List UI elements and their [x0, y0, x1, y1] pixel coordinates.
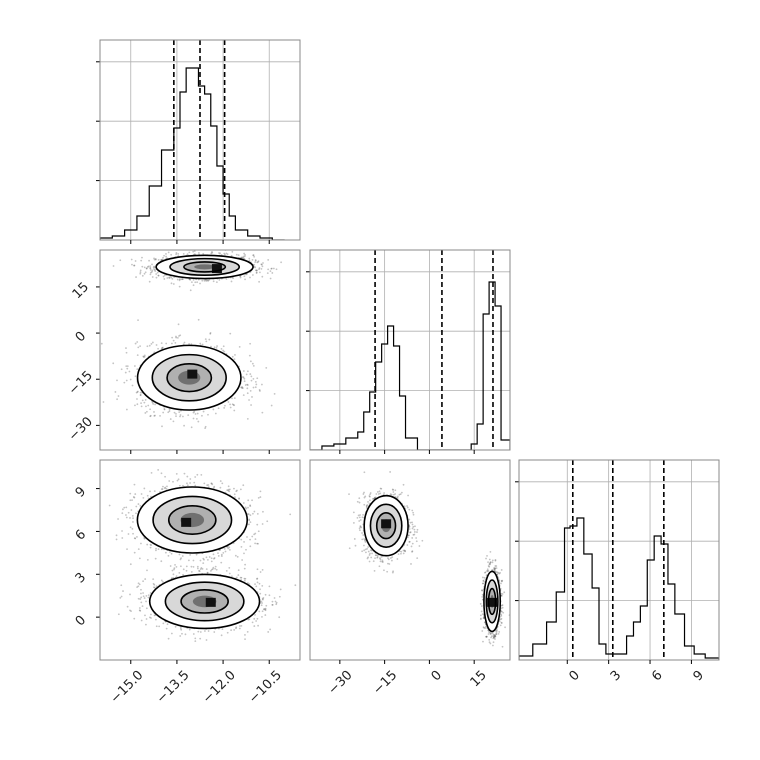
x-tick-label-p1: −15 — [370, 668, 400, 698]
panel-frame — [309, 459, 511, 661]
density-peak — [211, 264, 222, 274]
density-peak — [181, 517, 192, 527]
y-tick-label-p1: −30 — [66, 414, 96, 444]
x-tick-label-p0: −12.0 — [200, 668, 239, 707]
x-tick-label-p0: −10.5 — [246, 668, 285, 707]
panel-frame — [99, 249, 301, 451]
x-tick-label-p2: 0 — [567, 668, 583, 684]
contour-line — [487, 587, 497, 616]
x-tick-label-p1: 15 — [468, 668, 490, 690]
contour-line — [136, 344, 242, 411]
histogram-step — [100, 67, 285, 240]
y-tick-label-p1: 0 — [73, 329, 89, 345]
y-tick-label-p2: 9 — [73, 484, 89, 500]
contour-line — [155, 254, 254, 280]
contour-line — [166, 363, 213, 393]
x-tick-label-p1: 0 — [429, 668, 445, 684]
panel-hist_p0 — [100, 40, 300, 240]
x-tick-label-p1: −30 — [326, 668, 356, 698]
contour-line — [169, 257, 241, 277]
density-peak — [205, 597, 216, 607]
density-peak — [487, 597, 498, 607]
panel-scatter_p0_p2 — [108, 469, 297, 643]
y-tick-label-p2: 0 — [73, 613, 89, 629]
x-tick-label-p0: −13.5 — [154, 668, 193, 707]
panel-scatter_p1_p2 — [348, 471, 510, 648]
histogram-step — [519, 517, 719, 660]
panel-scatter_p0_p1 — [100, 250, 283, 430]
contour-line — [180, 589, 229, 614]
contour-line — [167, 505, 217, 535]
density-level — [194, 264, 215, 270]
panel-hist_p2 — [519, 460, 719, 660]
panel-frame — [99, 459, 301, 661]
contour-line — [136, 486, 249, 554]
contour-line — [485, 579, 499, 624]
y-tick-label-p2: 3 — [73, 570, 89, 586]
y-tick-label-p2: 6 — [73, 527, 89, 543]
contour-line — [183, 261, 227, 273]
panel-frame — [518, 459, 720, 661]
panel-frame — [99, 39, 301, 241]
contour-line — [148, 573, 261, 630]
contour-line — [151, 353, 227, 402]
y-tick-label-p1: 15 — [70, 280, 92, 302]
panel-hist_p1 — [310, 250, 510, 450]
contour-line — [363, 494, 409, 557]
panel-frame — [309, 249, 511, 451]
y-tick-label-p1: −15 — [66, 368, 96, 398]
x-tick-label-p0: −15.0 — [108, 668, 147, 707]
contour-line — [152, 495, 233, 545]
contour-line — [483, 570, 502, 633]
contour-line — [164, 581, 245, 622]
contour-line — [375, 512, 397, 540]
contour-line — [369, 503, 403, 548]
x-tick-label-p2: 6 — [649, 668, 665, 684]
histogram-step — [310, 281, 510, 450]
x-tick-label-p2: 9 — [691, 668, 707, 684]
x-tick-label-p2: 3 — [608, 668, 624, 684]
density-peak — [381, 519, 392, 529]
density-peak — [187, 369, 198, 379]
